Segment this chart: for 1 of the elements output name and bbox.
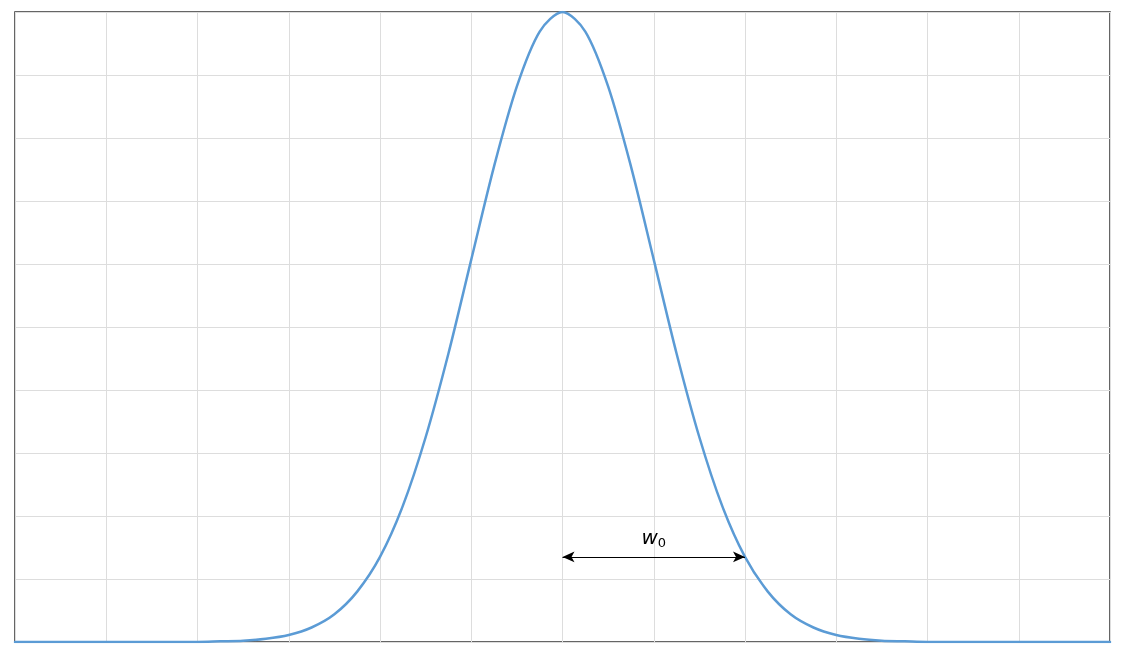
annotation: w0 <box>641 525 667 550</box>
